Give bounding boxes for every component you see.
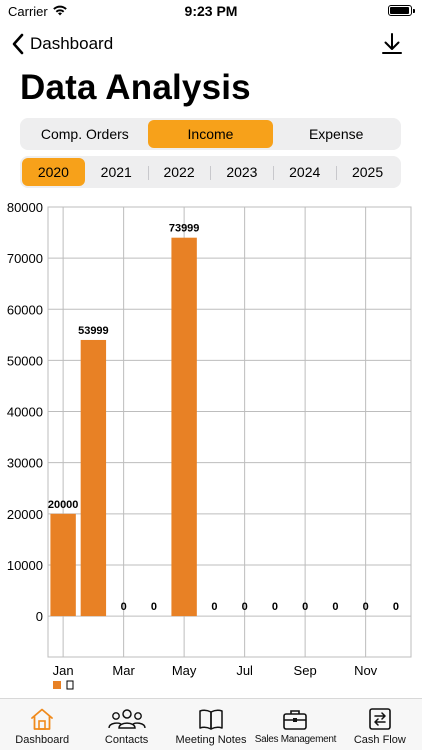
- segment-label: Expense: [308, 126, 364, 142]
- tab-bar: Dashboard Contacts Meeting Notes Sales M…: [0, 698, 422, 750]
- bar-value-label: 0: [393, 601, 399, 613]
- bar-value-label: 20000: [48, 499, 79, 511]
- income-bar-chart: 80000 70000 60000 50000 40000 30000 20000 10000…: [0, 200, 422, 695]
- bar: [80, 339, 107, 617]
- bar-value-label: 0: [242, 601, 248, 613]
- x-tick-label: Sep: [294, 663, 317, 678]
- carrier-label: Carrier: [8, 4, 48, 19]
- category-segmented-control: Comp. Orders Income Expense: [20, 118, 401, 150]
- y-tick-label: 50000: [7, 353, 43, 368]
- year-label: 2020: [37, 164, 69, 180]
- year-label: 2025: [351, 164, 384, 180]
- book-icon: [199, 709, 223, 730]
- tab-label: Meeting Notes: [175, 734, 247, 746]
- y-tick-label: 20000: [7, 507, 43, 522]
- bar-value-label: 0: [302, 601, 308, 613]
- bar-value-label: 0: [272, 601, 278, 613]
- home-icon: [31, 708, 54, 730]
- year-label: 2024: [289, 164, 321, 180]
- x-tick-label: Jul: [236, 663, 253, 678]
- x-tick-label: Mar: [112, 663, 135, 678]
- page-title: Data Analysis: [20, 68, 251, 107]
- segment-label: Comp. Orders: [40, 126, 129, 142]
- tab-cash-flow[interactable]: Cash Flow: [338, 699, 422, 750]
- cash-flow-icon: [369, 708, 391, 730]
- y-tick-label: 10000: [7, 558, 43, 573]
- tab-dashboard[interactable]: Dashboard: [0, 699, 84, 750]
- year-segmented-control: 2020 2021 2022 2023 2024 2025: [20, 156, 401, 188]
- year-2024[interactable]: 2024: [273, 158, 336, 186]
- y-tick-label: 40000: [7, 405, 43, 420]
- bar-value-label: 53999: [78, 325, 109, 337]
- bar-value-label: 73999: [169, 223, 200, 235]
- chevron-left-icon: [12, 33, 24, 55]
- battery-icon: [388, 5, 415, 16]
- x-tick-label: Jan: [53, 663, 74, 678]
- tab-label: Contacts: [104, 734, 149, 746]
- bar: [50, 513, 76, 617]
- segment-income[interactable]: Income: [147, 120, 274, 148]
- year-2022[interactable]: 2022: [147, 158, 211, 186]
- year-2023[interactable]: 2023: [210, 158, 273, 186]
- y-tick-label: 0: [36, 609, 43, 624]
- segment-expense[interactable]: Expense: [273, 120, 399, 148]
- segment-label: Income: [187, 126, 234, 142]
- legend-glyph: [66, 680, 74, 690]
- bar-value-label: 0: [121, 601, 127, 613]
- tab-contacts[interactable]: Contacts: [84, 699, 168, 750]
- tab-label: Cash Flow: [353, 734, 406, 746]
- segment-comp-orders[interactable]: Comp. Orders: [22, 120, 148, 148]
- legend-swatch: [53, 681, 61, 689]
- bar-value-label: 0: [211, 601, 217, 613]
- tab-sales-management[interactable]: Sales Management: [253, 699, 337, 750]
- briefcase-icon: [283, 710, 308, 730]
- download-icon: [382, 33, 402, 54]
- back-button-label: Dashboard: [30, 34, 114, 53]
- year-label: 2021: [100, 164, 132, 180]
- y-tick-label: 60000: [7, 302, 43, 317]
- status-bar: Carrier 9:23 PM: [0, 0, 422, 22]
- year-label: 2023: [226, 164, 258, 180]
- y-tick-label: 30000: [7, 456, 43, 471]
- bar-value-label: 0: [151, 601, 157, 613]
- x-tick-label: May: [172, 663, 197, 678]
- bar-value-label: 0: [363, 601, 369, 613]
- year-2025[interactable]: 2025: [336, 158, 399, 186]
- tab-meeting-notes[interactable]: Meeting Notes: [169, 699, 253, 750]
- chart-canvas: 80000 70000 60000 50000 40000 30000 20000 10000…: [7, 200, 412, 690]
- wifi-icon: [53, 5, 67, 16]
- contacts-icon: [107, 709, 146, 729]
- y-tick-label: 80000: [7, 200, 43, 215]
- x-tick-label: Nov: [354, 663, 378, 678]
- back-button[interactable]: Dashboard: [10, 30, 113, 58]
- navigation-bar: Dashboard: [0, 28, 422, 60]
- year-2020[interactable]: 2020: [22, 158, 85, 186]
- bar-value-label: 0: [332, 601, 338, 613]
- clock-time: 9:23 PM: [184, 3, 238, 19]
- year-2021[interactable]: 2021: [85, 158, 148, 186]
- bar: [171, 237, 197, 617]
- tab-label: Dashboard: [15, 734, 70, 746]
- tab-label: Sales Management: [254, 734, 337, 745]
- y-tick-label: 70000: [7, 251, 43, 266]
- year-label: 2022: [163, 164, 195, 180]
- download-button[interactable]: [380, 30, 404, 58]
